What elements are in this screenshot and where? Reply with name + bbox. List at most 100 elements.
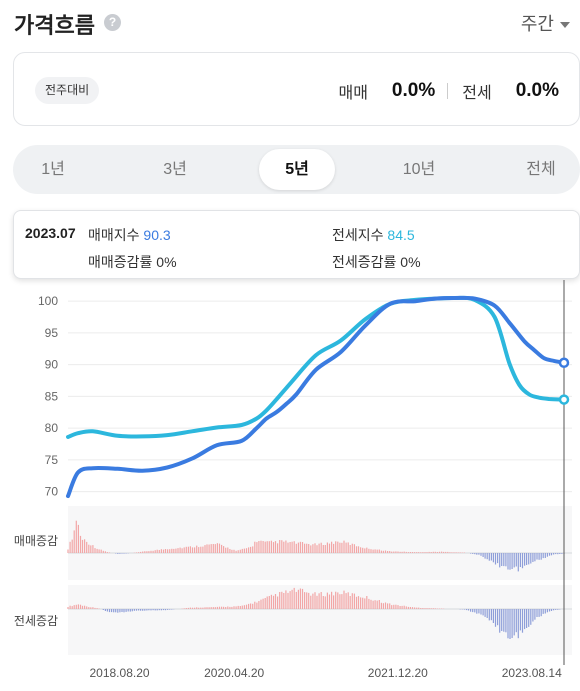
tab-3y[interactable]: 3년 (163, 161, 187, 178)
sale-change-bar (403, 551, 405, 553)
jeonse-change-bar (418, 607, 420, 609)
jeonse-change-bar (357, 596, 360, 609)
sale-change-bar (75, 520, 77, 553)
jeonse-change-bar (154, 609, 156, 611)
sale-change-bar (416, 552, 418, 553)
sale-change-bar (422, 552, 424, 553)
sale-change-bar (536, 553, 538, 560)
section-header: 가격흐름 ? 주간 (14, 8, 570, 38)
jeonse-change-bar (490, 609, 492, 621)
sale-change-bar (480, 553, 482, 556)
question-circle-icon[interactable]: ? (104, 14, 121, 31)
sale-change-bar (463, 552, 465, 553)
sale-change-bar (478, 553, 480, 555)
index-lines (66, 295, 566, 499)
sale-change-bar (436, 552, 438, 553)
jeonse-change-bar (223, 606, 225, 609)
jeonse-change-bar (212, 607, 214, 609)
sale-change-bar (262, 541, 264, 553)
sale-change-bar (326, 542, 328, 553)
range-tabs: 1년 3년 5년 10년 전체 (13, 145, 580, 194)
jeonse-change-bar (111, 609, 113, 613)
jeonse-change-bar (530, 609, 532, 625)
jeonse-change-bar (364, 598, 366, 609)
sale-change-bar (399, 551, 401, 553)
sale-change-bar (538, 553, 540, 560)
sale-change-bar (407, 552, 409, 553)
sale-change-bar (461, 552, 463, 553)
sale-change-bar (517, 553, 519, 572)
jeonse-change-bar (291, 589, 293, 609)
jeonse-change-bar (345, 593, 347, 609)
sale-change-bar (430, 552, 432, 553)
sale-change-bar (119, 553, 121, 554)
sale-change-bar (476, 553, 478, 555)
jeonse-change-bar (320, 592, 322, 609)
sale-change-bar (449, 552, 451, 553)
jeonse-change-bar (108, 609, 111, 613)
jeonse-change-bar (542, 609, 544, 614)
jeonse-change-bar (119, 609, 121, 613)
sale-change-bar (183, 547, 185, 553)
jeonse-change-bar (507, 609, 509, 639)
jeonse-change-bar (92, 607, 94, 609)
sale-change-bar (216, 543, 218, 553)
divider (447, 83, 449, 99)
tab-all[interactable]: 전체 (526, 161, 556, 178)
sale-change-bar (405, 551, 407, 553)
jeonse-change-bar (235, 606, 237, 609)
jeonse-change-bar (513, 609, 515, 636)
jeonse-change-bar (86, 606, 88, 609)
sale-change-bar (349, 545, 351, 553)
jeonse-change-bar (229, 606, 231, 609)
sale-change-bar (505, 553, 507, 567)
sale-change-bar (175, 548, 177, 553)
y-tick-label: 95 (45, 326, 59, 340)
sale-change-bar (208, 544, 210, 553)
jeonse-change-bar (270, 594, 272, 609)
jeonse-change-bar (144, 609, 146, 611)
jeonse-change-bar (482, 609, 484, 616)
jeonse-change-bar (465, 609, 468, 611)
jeonse-change-bar (362, 597, 364, 609)
sale-change-bar (94, 548, 96, 553)
jeonse-change-bar (548, 609, 551, 612)
price-flow-chart[interactable]: 70 75 80 85 90 95 100 매매증감 전세증감 2018.08.20 2020… (0, 280, 580, 691)
cursor-markers (558, 357, 570, 405)
sale-change-bar (434, 551, 436, 553)
jeonse-change-bar (117, 609, 119, 613)
jeonse-change-bar (102, 609, 104, 610)
sale-change-bar (526, 553, 528, 565)
sale-change-bar (98, 549, 100, 553)
sale-change-bar (274, 541, 277, 553)
sale-change-bar (173, 548, 175, 553)
sale-change-bar (320, 542, 322, 553)
tab-10y[interactable]: 10년 (402, 161, 436, 178)
sale-change-bar (513, 553, 515, 568)
tab-5y[interactable]: 5년 (259, 149, 335, 190)
sale-change-bar (142, 551, 144, 553)
period-dropdown[interactable]: 주간 (521, 10, 570, 36)
jeonse-change-bar (426, 608, 428, 609)
jeonse-change-bar (237, 605, 239, 609)
sale-change-bar (77, 524, 79, 553)
sale-change-bar (310, 545, 312, 553)
jeonse-change-bar (254, 601, 256, 609)
y-tick-label: 85 (45, 389, 59, 403)
jeonse-change-bar (432, 608, 434, 609)
sale-change-bar (341, 542, 343, 553)
sale-change-bar (301, 542, 304, 553)
sale-change-bar (331, 541, 333, 553)
sale-change-bar (191, 547, 194, 553)
jeonse-change-bar (90, 607, 92, 609)
sale-change-bar (256, 542, 258, 553)
sale-change-bar (524, 553, 526, 566)
jeonse-change-bar (341, 594, 343, 609)
jeonse-change-bar (411, 607, 414, 609)
jeonse-change-bar (538, 609, 540, 617)
tab-1y[interactable]: 1년 (41, 161, 65, 178)
jeonse-change-bar (555, 609, 557, 610)
jeonse-change-bar (248, 603, 250, 609)
sale-change-bar (322, 545, 324, 553)
jeonse-change-bar (156, 609, 158, 611)
